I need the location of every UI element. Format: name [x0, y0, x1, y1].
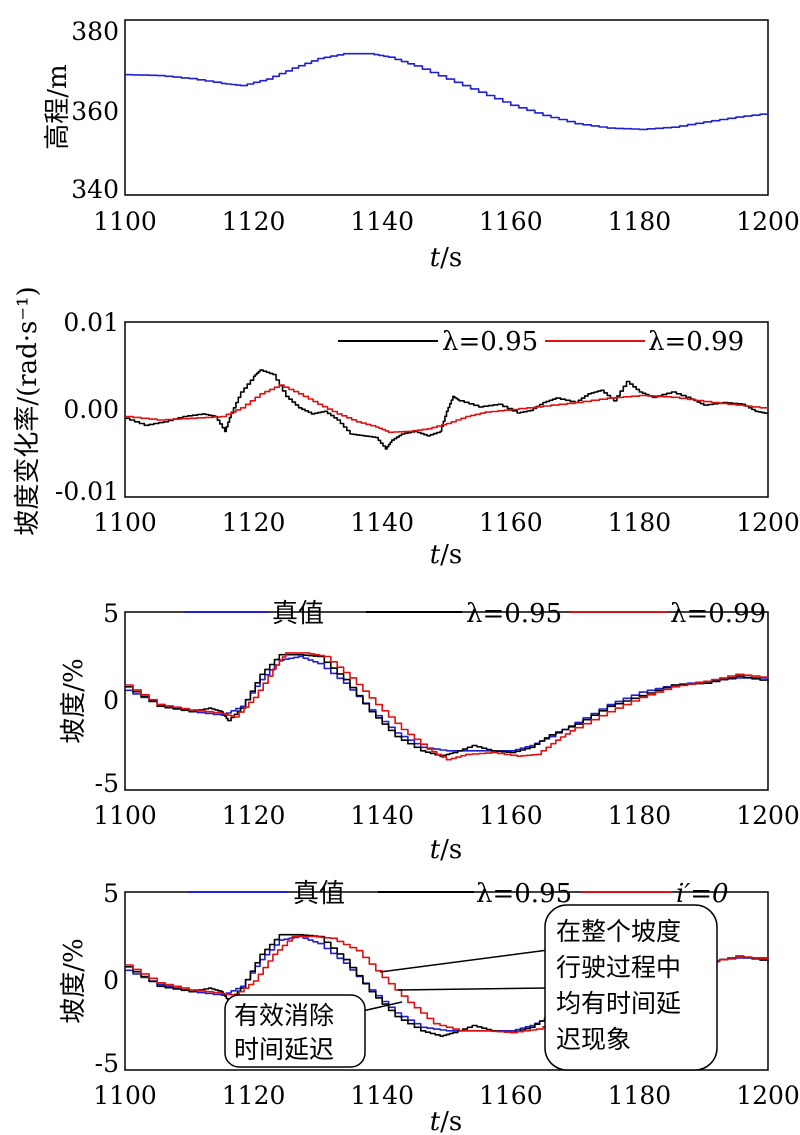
y-tick-label: 380: [71, 17, 119, 46]
panel-2-series: [125, 369, 769, 450]
series-line-0-0: [125, 52, 769, 131]
x-tick-label: 1180: [608, 1081, 672, 1110]
callout-line: 在整个坡度: [556, 917, 681, 946]
y-tick-label: 0.00: [63, 395, 119, 424]
x-tick-label: 1200: [736, 1081, 800, 1110]
x-tick-label: 1120: [222, 801, 286, 830]
x-tick-label: 1120: [222, 508, 286, 537]
y-tick-label: 5: [103, 879, 119, 908]
panel-4-yticks: -5 0 5: [95, 879, 119, 1078]
panel-3-xlabel: t/s: [430, 835, 463, 865]
callout-box: [224, 994, 366, 1068]
series-line-1-1: [125, 384, 769, 434]
callout-line: 有效消除: [234, 1001, 334, 1030]
panel-2-xticks: 1100 1120 1140 1160 1180 1200: [93, 508, 800, 537]
x-tick-label: 1180: [608, 508, 672, 537]
x-tick-label: 1140: [350, 207, 414, 236]
panel-1-ylabel: 高程/m: [43, 64, 73, 149]
x-tick-label: 1180: [608, 207, 672, 236]
x-tick-label: 1160: [479, 207, 543, 236]
series-line-2-2: [125, 652, 769, 761]
panel-4-legend: 真值 λ=0.95 i′=0: [188, 879, 729, 909]
panel-2-yticks: -0.01 0.00 0.01: [55, 308, 119, 506]
legend-label-true-value: 真值: [272, 599, 324, 629]
panel-3-xticks: 1100 1120 1140 1160 1180 1200: [93, 801, 800, 830]
panel-4-xlabel: t/s: [430, 1107, 463, 1135]
panel-1-xlabel: t/s: [430, 243, 463, 273]
panel-1-series: [125, 52, 769, 131]
legend-label-lambda-099: λ=0.99: [648, 327, 744, 357]
callout-pointer: [397, 987, 549, 991]
x-tick-label: 1160: [479, 508, 543, 537]
panel-grade-compensated: 1100 1120 1140 1160 1180 1200 -5 0 5 t/s…: [59, 879, 800, 1135]
panel-3-series: [125, 652, 769, 761]
y-tick-label: 360: [71, 97, 119, 126]
legend-label-lambda-095: λ=0.95: [466, 599, 562, 629]
legend-label-i-prime-zero: i′=0: [676, 879, 729, 909]
x-tick-label: 1140: [350, 508, 414, 537]
panel-4-xticks: 1100 1120 1140 1160 1180 1200: [93, 1081, 800, 1110]
y-tick-label: -0.01: [55, 477, 119, 506]
callout-line: 均有时间延: [556, 989, 681, 1018]
panel-3-yticks: -5 0 5: [95, 599, 119, 798]
legend-label-lambda-095: λ=0.95: [442, 327, 538, 357]
panel-3-frame: [124, 611, 769, 791]
y-tick-label: 0: [103, 966, 119, 995]
panel-2-frame: [124, 321, 769, 498]
panel-3-ylabel: 坡度/%: [59, 658, 89, 743]
callout-eliminate-delay: 有效消除 时间延迟: [224, 994, 403, 1068]
panel-3-legend: 真值 λ=0.95 λ=0.99: [184, 599, 766, 629]
callout-box: [544, 904, 718, 1071]
panel-4-ylabel: 坡度/%: [59, 938, 89, 1023]
x-tick-label: 1160: [479, 801, 543, 830]
y-tick-label: 0.01: [63, 308, 119, 337]
y-tick-label: 5: [103, 599, 119, 628]
x-tick-label: 1100: [93, 207, 157, 236]
x-tick-label: 1100: [93, 1081, 157, 1110]
series-line-2-1: [125, 653, 769, 757]
legend-label-true-value: 真值: [293, 879, 345, 909]
callout-delay-throughout: 在整个坡度 行驶过程中 均有时间延 迟现象: [379, 904, 718, 1071]
callout-line: 时间延迟: [234, 1035, 334, 1064]
panel-slope-rate: 1100 1120 1140 1160 1180 1200 -0.01 0.00…: [13, 286, 800, 570]
y-tick-label: -5: [95, 1049, 119, 1078]
x-tick-label: 1180: [608, 801, 672, 830]
series-line-1-0: [125, 369, 769, 450]
y-tick-label: 340: [71, 175, 119, 204]
panel-2-ylabel: 坡度变化率/(rad·s⁻¹): [13, 286, 43, 535]
legend-label-lambda-099: λ=0.99: [670, 599, 766, 629]
series-line-2-0: [125, 655, 768, 752]
x-tick-label: 1200: [736, 801, 800, 830]
callout-line: 迟现象: [556, 1025, 631, 1054]
y-tick-label: 0: [103, 686, 119, 715]
x-tick-label: 1140: [350, 1081, 414, 1110]
x-tick-label: 1200: [736, 207, 800, 236]
x-tick-label: 1200: [736, 508, 800, 537]
panel-grade: 1100 1120 1140 1160 1180 1200 -5 0 5 t/s…: [59, 599, 800, 865]
panel-elevation: 1100 1120 1140 1160 1180 1200 340 360 38…: [43, 17, 800, 273]
legend-label-lambda-095: λ=0.95: [476, 879, 572, 909]
panel-1-yticks: 340 360 380: [71, 17, 119, 204]
panel-2-xlabel: t/s: [430, 540, 463, 570]
panel-1-xticks: 1100 1120 1140 1160 1180 1200: [93, 207, 800, 236]
callout-pointer: [379, 949, 549, 973]
x-tick-label: 1100: [93, 801, 157, 830]
x-tick-label: 1100: [93, 508, 157, 537]
x-tick-label: 1120: [222, 1081, 286, 1110]
x-tick-label: 1140: [350, 801, 414, 830]
panel-2-legend: λ=0.95 λ=0.99: [338, 327, 744, 357]
panel-1-frame: [124, 19, 769, 196]
callout-line: 行驶过程中: [556, 953, 681, 982]
x-tick-label: 1160: [479, 1081, 543, 1110]
y-tick-label: -5: [95, 769, 119, 798]
x-tick-label: 1120: [222, 207, 286, 236]
